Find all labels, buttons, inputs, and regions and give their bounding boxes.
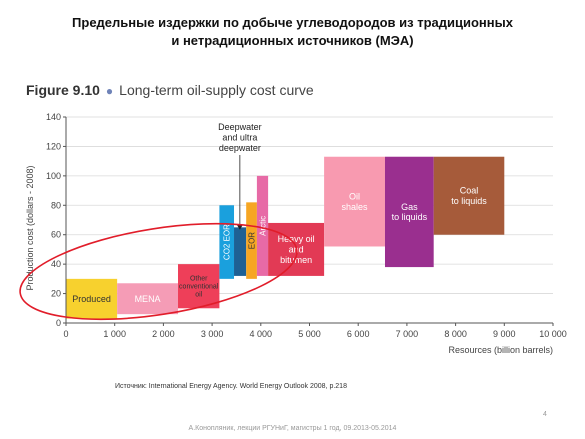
- y-tick-label: 60: [51, 230, 61, 240]
- annotation-text-0: Deepwater and ultra deepwater: [218, 122, 262, 153]
- x-tick-label: 1 000: [103, 329, 126, 339]
- x-tick-label: 5 000: [298, 329, 321, 339]
- cost-block-4: [234, 227, 247, 276]
- cost-block-2: [178, 264, 220, 309]
- figure-heading: Figure 9.10 ● Long-term oil-supply cost cu…: [26, 82, 314, 102]
- y-tick-label: 40: [51, 259, 61, 269]
- annotation-arrow-head: [236, 224, 243, 230]
- cost-block-5: [246, 202, 257, 279]
- slide-title-line1: Предельные издержки по добыче углеводоро…: [72, 15, 513, 30]
- y-tick-label: 120: [46, 141, 61, 151]
- block-label-0: Produced: [72, 294, 111, 304]
- figure-number: Figure 9.10: [26, 82, 100, 98]
- x-tick-label: 3 000: [201, 329, 224, 339]
- x-tick-label: 10 000: [539, 329, 567, 339]
- bullet-dot-icon: ●: [105, 84, 114, 98]
- page-number: 4: [543, 411, 547, 418]
- block-label-1: MENA: [135, 294, 161, 304]
- cost-block-10: [433, 156, 505, 235]
- x-tick-label: 0: [63, 329, 68, 339]
- source-note: Источник: International Energy Agency. W…: [115, 383, 347, 390]
- block-label-2: Other conventional oil: [179, 276, 219, 299]
- figure-name: Long-term oil-supply cost curve: [119, 82, 314, 98]
- block-label-6: Arctic: [259, 216, 268, 236]
- x-tick-label: 4 000: [250, 329, 273, 339]
- y-tick-label: 20: [51, 289, 61, 299]
- y-tick-label: 140: [46, 112, 61, 122]
- y-tick-label: 100: [46, 171, 61, 181]
- x-tick-label: 9 000: [493, 329, 516, 339]
- highlight-ellipse: [19, 222, 298, 321]
- x-tick-label: 7 000: [396, 329, 419, 339]
- cost-block-9: [384, 156, 434, 268]
- block-label-5: EOR: [248, 232, 257, 250]
- x-axis-label: Resources (billion barrels): [448, 345, 553, 355]
- y-tick-label: 0: [56, 318, 61, 328]
- block-label-9: Gas to liquids: [392, 202, 428, 222]
- slide-title: Предельные издержки по добыче углеводоро…: [0, 14, 585, 50]
- x-tick-label: 2 000: [152, 329, 175, 339]
- footer-note: А.Конопляник, лекции РГУНиГ, магистры 1 …: [188, 425, 397, 432]
- blocks-layer: [66, 156, 505, 319]
- cost-block-8: [324, 156, 385, 247]
- labels-layer: Produced MENA Other conventional oil CO2 EOR E…: [19, 122, 487, 321]
- x-tick-label: 6 000: [347, 329, 370, 339]
- axes-layer: 0 20 40 60 80 100 120 140 0 1 000 2 000 3 000 4 000 5…: [25, 112, 567, 355]
- block-label-8: Oil shales: [342, 192, 369, 212]
- cost-curve-chart: 0 20 40 60 80 100 120 140 0 1 000 2 000 3 000 4 000 5…: [19, 112, 567, 355]
- y-axis-label: Production cost (dollars - 2008): [25, 165, 35, 290]
- y-tick-label: 80: [51, 200, 61, 210]
- slide-title-line2: и нетрадиционных источников (МЭА): [171, 33, 414, 48]
- x-tick-label: 8 000: [444, 329, 467, 339]
- cost-block-6: [256, 175, 269, 276]
- block-label-3: CO2 EOR: [223, 224, 232, 260]
- block-label-10: Coal to liquids: [451, 186, 487, 206]
- cost-block-0: [66, 278, 118, 319]
- cost-block-1: [117, 283, 179, 315]
